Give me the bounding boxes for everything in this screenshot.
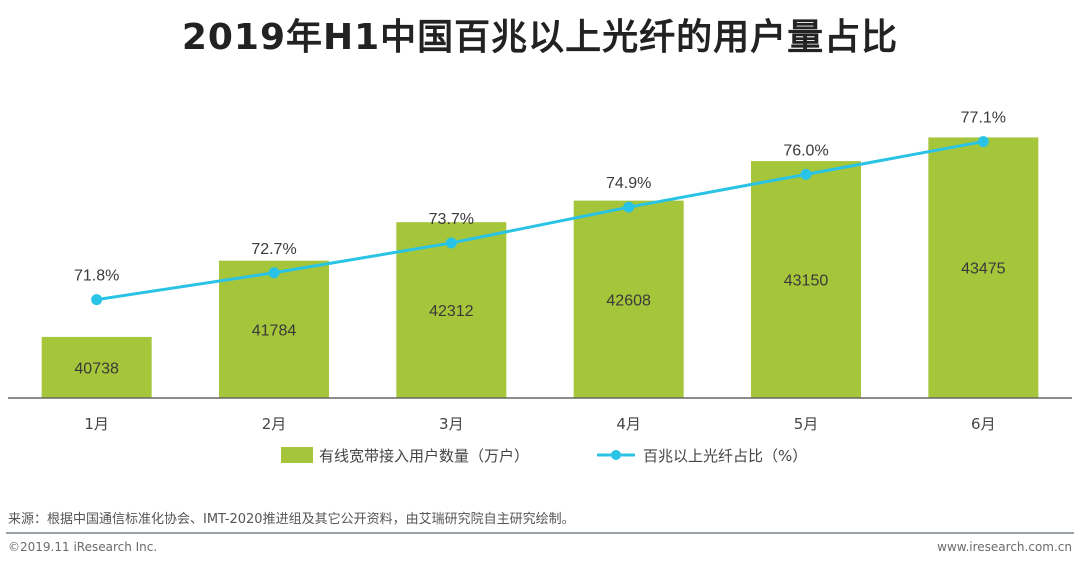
bar-value-label: 42312	[429, 303, 474, 320]
ratio-point-1	[91, 294, 103, 306]
x-tick-label: 6月	[971, 415, 996, 433]
legend-bar-swatch	[281, 447, 313, 463]
legend-line-label: 百兆以上光纤占比（%）	[643, 447, 807, 465]
bar-value-label: 43475	[961, 261, 1006, 278]
bar-3	[396, 222, 507, 398]
website-text: www.iresearch.com.cn	[937, 540, 1072, 554]
ratio-point-2	[268, 267, 280, 279]
x-tick-label: 3月	[439, 415, 464, 433]
legend-line-marker	[611, 450, 621, 460]
bar-2	[219, 260, 329, 398]
legend-bar-label: 有线宽带接入用户数量（万户）	[319, 447, 529, 465]
ratio-point-4	[623, 201, 635, 213]
chart-title: 2019年H1中国百兆以上光纤的用户量占比	[181, 17, 899, 58]
ratio-point-3	[445, 237, 457, 249]
footer-divider	[6, 532, 1074, 534]
ratio-value-label: 71.8%	[74, 268, 119, 285]
bar-5	[751, 161, 861, 398]
bar-value-label: 41784	[252, 322, 297, 339]
x-tick-label: 2月	[262, 415, 287, 433]
bar-4	[573, 200, 684, 398]
ratio-point-5	[800, 168, 812, 180]
ratio-value-label: 72.7%	[251, 241, 296, 258]
ratio-line	[96, 140, 984, 302]
chart: 40738 41784 42312 42608 43150 43475 1月 2月 3月 4月 5月…	[8, 110, 1072, 465]
ratio-point-6	[977, 136, 989, 148]
ratio-value-label: 73.7%	[429, 211, 474, 228]
bar-6	[928, 137, 1039, 398]
x-tick-label: 5月	[794, 415, 819, 433]
x-tick-label: 4月	[616, 415, 641, 433]
source-note: 来源：根据中国通信标准化协会、IMT-2020推进组及其它公开资料，由艾瑞研究院…	[8, 512, 575, 527]
bar-value-label: 42608	[606, 292, 651, 309]
bar-value-label: 40738	[74, 360, 119, 377]
ratio-value-label: 77.1%	[961, 110, 1006, 127]
ratio-value-label: 76.0%	[783, 142, 828, 159]
bar-1	[41, 336, 152, 398]
bar-value-label: 43150	[784, 273, 829, 290]
x-tick-label: 1月	[84, 415, 109, 433]
ratio-value-label: 74.9%	[606, 175, 651, 192]
copyright-text: ©2019.11 iResearch Inc.	[8, 540, 158, 554]
